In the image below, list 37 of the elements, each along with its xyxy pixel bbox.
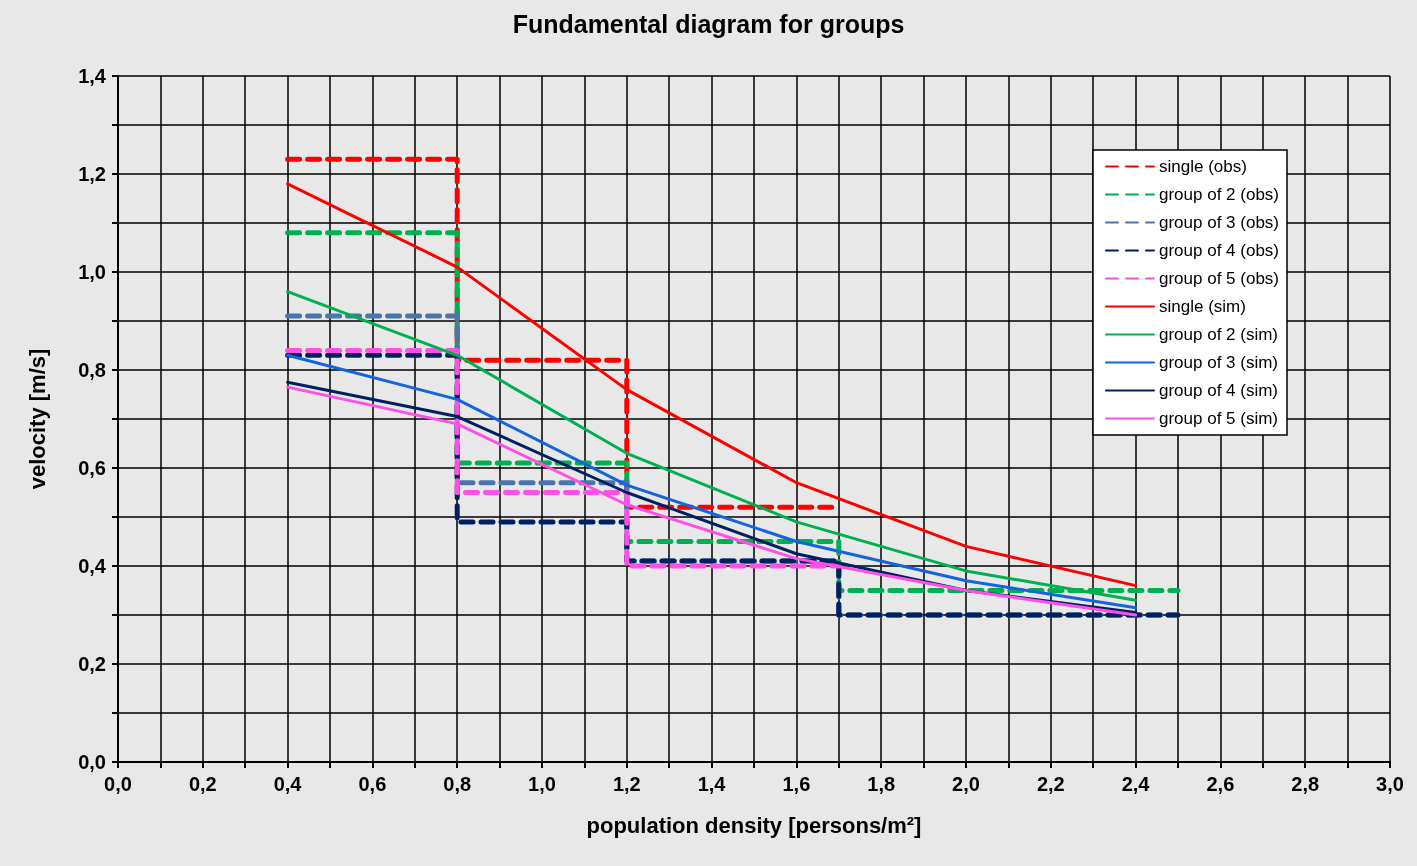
x-tick-label: 1,4 [697,773,727,795]
y-tick-label: 1,2 [78,163,106,185]
legend-label: group of 2 (sim) [1158,325,1279,344]
x-tick-label: 0,2 [188,773,217,795]
y-tick-label: 1,0 [78,261,106,283]
x-tick-label: 2,4 [1121,773,1151,795]
x-tick-label: 0,4 [273,773,303,795]
legend-label: group of 2 (obs) [1158,185,1279,204]
legend-label: group of 4 (obs) [1158,241,1279,260]
x-tick-label: 1,2 [612,773,641,795]
legend-label: single (obs) [1158,157,1247,176]
x-axis-title: population density [persons/m²] [586,812,922,838]
x-tick-label: 2,6 [1206,773,1235,795]
legend-label: group of 3 (obs) [1158,213,1279,232]
y-tick-label: 0,2 [78,653,106,675]
x-tick-label: 0,8 [443,773,472,795]
x-tick-label: 3,0 [1376,773,1404,795]
x-tick-label: 2,2 [1036,773,1065,795]
x-tick-label: 0,6 [358,773,387,795]
y-tick-label: 0,8 [78,359,106,381]
y-axis-title: velocity [m/s] [24,348,50,490]
chart-title: Fundamental diagram for groups [512,9,905,38]
x-tick-label: 1,6 [782,773,811,795]
x-tick-label: 2,8 [1291,773,1320,795]
legend-label: group of 5 (obs) [1158,269,1279,288]
y-tick-label: 0,6 [78,457,106,479]
x-tick-label: 1,8 [867,773,896,795]
x-tick-label: 2,0 [952,773,980,795]
legend-label: single (sim) [1158,297,1246,316]
y-tick-label: 0,4 [78,555,107,577]
y-tick-label: 0,0 [78,751,106,773]
legend-label: group of 4 (sim) [1158,381,1279,400]
x-tick-label: 0,0 [104,773,132,795]
y-tick-label: 1,4 [78,65,107,87]
legend-label: group of 5 (sim) [1158,409,1279,428]
legend-label: group of 3 (sim) [1158,353,1279,372]
x-tick-label: 1,0 [528,773,556,795]
